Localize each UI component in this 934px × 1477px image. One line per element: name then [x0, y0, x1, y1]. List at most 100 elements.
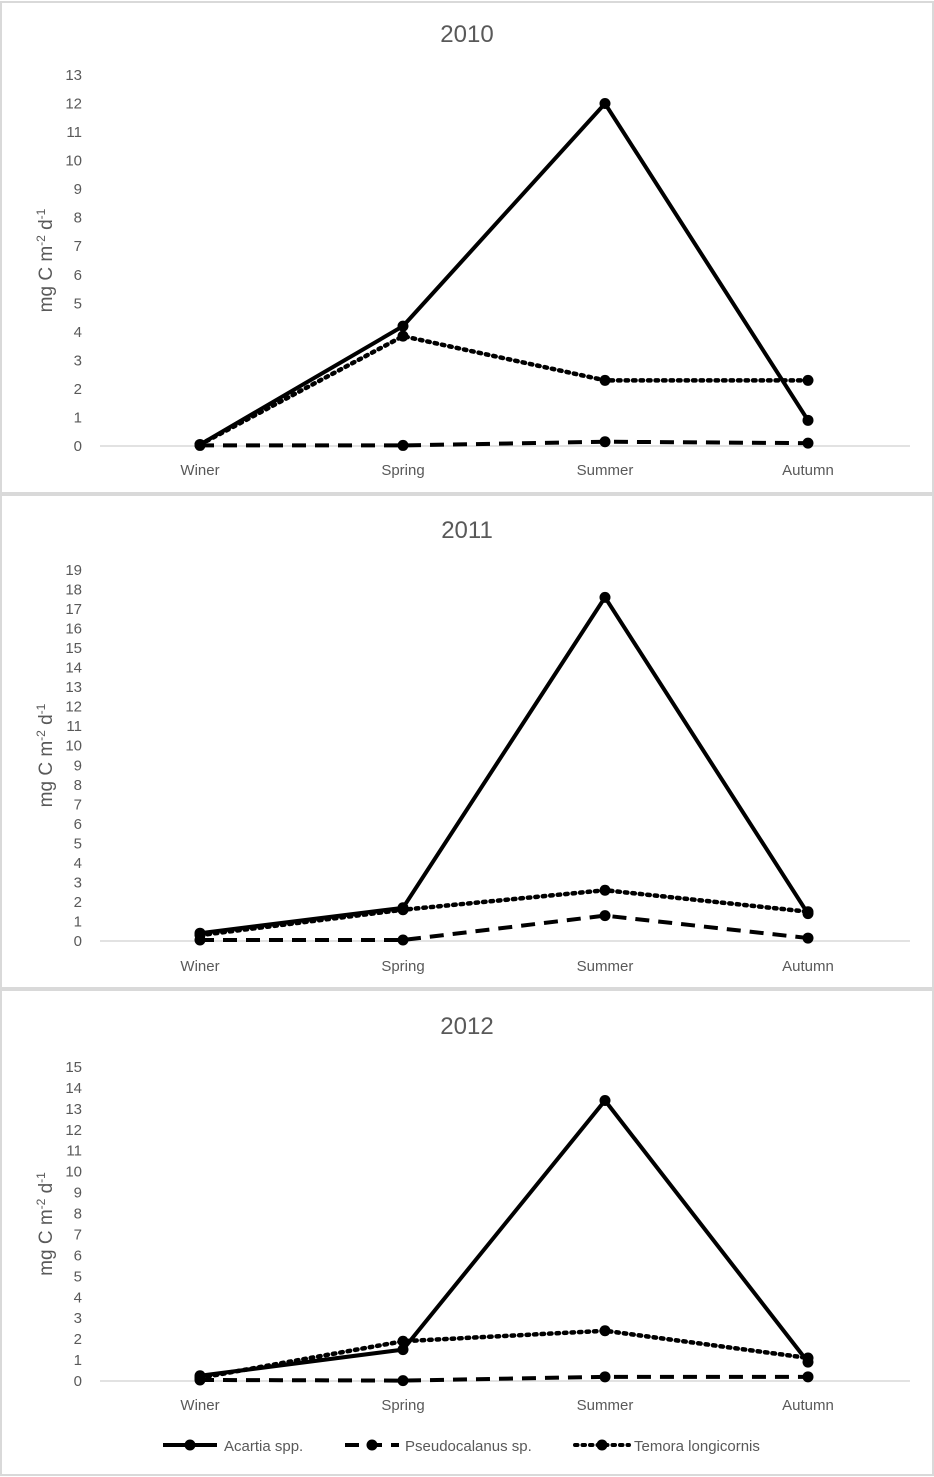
y-tick-label: 6: [74, 1247, 82, 1264]
data-point: [397, 1344, 409, 1356]
y-tick-label: 2: [74, 381, 82, 398]
y-axis-title-part: mg C m: [36, 741, 57, 808]
y-tick-label: 3: [74, 874, 82, 891]
panel-border: [0, 989, 934, 1476]
data-point: [599, 98, 611, 110]
y-axis-title: mg C m-2 d-1: [34, 208, 57, 312]
series-line-temora-longicornis: [197, 1328, 811, 1381]
y-axis-title-part: d: [36, 1183, 57, 1199]
y-tick-label: 11: [66, 1143, 82, 1160]
y-tick-label: 0: [74, 933, 82, 950]
panel-border: [0, 1, 934, 494]
y-tick-label: 10: [65, 738, 82, 755]
data-point: [599, 1371, 611, 1383]
y-tick-label: 13: [65, 67, 82, 84]
y-axis-title-superscript: -2: [34, 1198, 48, 1209]
data-point: [397, 934, 409, 946]
legend-marker-icon: [366, 1439, 378, 1451]
y-tick-label: 15: [65, 640, 82, 657]
data-point: [599, 910, 611, 922]
data-point: [599, 374, 611, 386]
legend: Acartia spp. Pseudocalanus sp. Temora long…: [163, 1438, 760, 1455]
y-axis-title-part: d: [36, 714, 57, 730]
chart-title: 2011: [441, 517, 493, 544]
legend-marker-icon: [596, 1439, 608, 1451]
y-axis-title-superscript: -2: [34, 730, 48, 741]
data-point: [802, 1371, 814, 1383]
data-point: [802, 932, 814, 944]
y-tick-label: 4: [74, 324, 82, 341]
chart-title: 2012: [440, 1013, 493, 1040]
y-tick-label: 12: [65, 96, 82, 113]
y-tick-label: 0: [74, 1373, 82, 1390]
y-tick-label: 7: [74, 796, 82, 813]
series-line-temora-longicornis: [197, 887, 811, 938]
y-tick-label: 9: [74, 181, 82, 198]
legend-label: Acartia spp.: [224, 1438, 303, 1455]
data-point: [599, 1094, 611, 1106]
series-line-pseudocalanus-sp-: [199, 1374, 808, 1383]
y-tick-label: 8: [74, 210, 82, 227]
y-axis-title: mg C m-2 d-1: [34, 1172, 57, 1276]
series-line-acartia-spp-: [199, 1098, 810, 1378]
y-tick-label: 4: [74, 855, 82, 872]
y-tick-label: 9: [74, 1185, 82, 1202]
y-tick-label: 3: [74, 352, 82, 369]
y-tick-label: 18: [65, 582, 82, 599]
x-tick-label: Spring: [381, 462, 424, 479]
data-point: [397, 904, 409, 916]
series-line-acartia-spp-: [198, 101, 810, 447]
y-tick-label: 10: [65, 1164, 82, 1181]
data-point: [802, 1352, 814, 1364]
y-tick-label: 11: [66, 124, 82, 141]
data-point: [802, 374, 814, 386]
x-tick-label: Spring: [381, 958, 424, 975]
y-axis-title-part: mg C m: [36, 246, 57, 313]
x-tick-label: Summer: [577, 462, 634, 479]
y-axis-title: mg C m-2 d-1: [34, 703, 57, 807]
series-line-pseudocalanus-sp-: [200, 913, 809, 943]
data-point: [194, 929, 206, 941]
x-tick-label: Summer: [577, 1397, 634, 1414]
y-tick-label: 2: [74, 1331, 82, 1348]
y-axis-title-superscript: -1: [34, 703, 48, 714]
data-point: [194, 439, 206, 451]
data-point: [599, 1325, 611, 1337]
y-axis-title-superscript: -2: [34, 235, 48, 246]
y-tick-label: 0: [74, 438, 82, 455]
y-tick-label: 9: [74, 757, 82, 774]
chart-title: 2010: [440, 21, 493, 48]
y-tick-label: 1: [74, 409, 82, 426]
data-point: [397, 439, 409, 451]
y-tick-label: 14: [65, 1080, 82, 1097]
data-point: [397, 1335, 409, 1347]
data-point: [599, 591, 611, 603]
data-point: [397, 330, 409, 342]
y-tick-label: 8: [74, 777, 82, 794]
legend-label: Temora longicornis: [634, 1438, 760, 1455]
y-tick-label: 5: [74, 295, 82, 312]
y-tick-label: 7: [74, 1226, 82, 1243]
y-axis-title-part: d: [36, 219, 57, 235]
x-tick-label: Winer: [180, 1397, 219, 1414]
y-tick-label: 2: [74, 894, 82, 911]
x-tick-label: Autumn: [782, 958, 834, 975]
data-point: [802, 437, 814, 449]
y-tick-label: 1: [74, 913, 82, 930]
series-line-pseudocalanus-sp-: [200, 439, 809, 448]
y-tick-label: 11: [66, 718, 82, 735]
y-tick-label: 10: [65, 153, 82, 170]
y-tick-label: 3: [74, 1310, 82, 1327]
x-tick-label: Autumn: [782, 1397, 834, 1414]
y-tick-label: 12: [65, 699, 82, 716]
x-tick-label: Autumn: [782, 462, 834, 479]
legend-label: Pseudocalanus sp.: [405, 1438, 532, 1455]
x-tick-label: Winer: [180, 462, 219, 479]
data-point: [599, 436, 611, 448]
y-tick-label: 12: [65, 1122, 82, 1139]
x-tick-label: Summer: [577, 958, 634, 975]
